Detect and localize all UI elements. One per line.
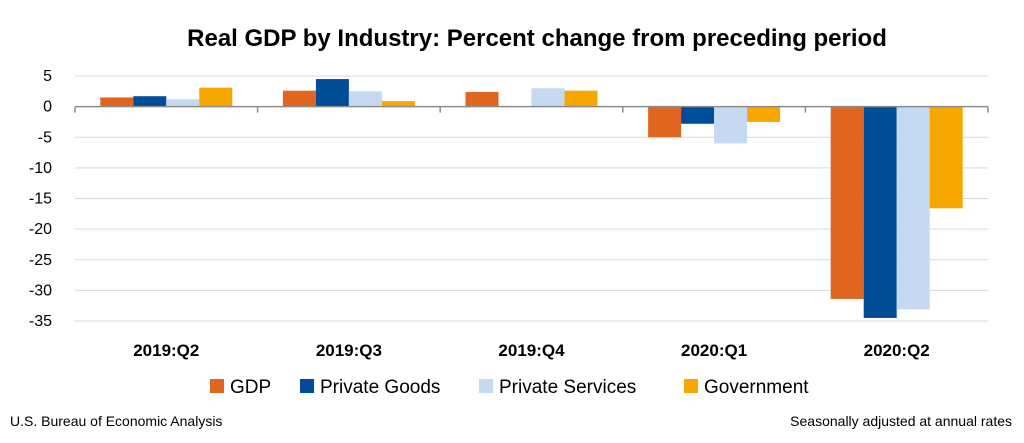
legend: GDP Private Goods Private Services Governme… [210,377,809,398]
y-tick-label: -35 [29,313,52,330]
bar [747,106,781,122]
grid-layer [75,75,988,322]
bar [681,106,715,124]
legend-swatch [300,379,314,393]
bar [863,106,897,318]
x-category-label: 2019:Q3 [316,341,382,360]
y-tick-label: -10 [29,160,52,177]
y-tick-label: 0 [43,99,52,116]
bar [166,99,200,107]
legend-label: Private Services [499,377,636,398]
x-category-label: 2019:Q2 [133,341,199,360]
bar [282,90,316,107]
bars-layer [100,79,963,318]
y-tick-label: -30 [29,282,52,299]
bar [564,90,598,107]
legend-swatch [210,379,224,393]
bar [465,91,499,107]
y-tick-label: -15 [29,191,52,208]
y-tick-label: -25 [29,252,52,269]
bar [648,106,682,138]
bar [133,96,167,107]
y-tick-label: -20 [29,221,52,238]
source-note: U.S. Bureau of Economic Analysis [10,413,222,429]
bar [100,97,134,107]
bar [929,106,963,209]
bar [896,106,930,310]
x-category-label: 2019:Q4 [498,341,565,360]
seasonal-adjustment-note: Seasonally adjusted at annual rates [790,413,1012,429]
legend-swatch [684,379,698,393]
bar [830,106,864,299]
y-axis-ticks: 5 0 -5 -10 -15 -20 -25 -30 -35 [29,68,52,330]
x-category-label: 2020:Q1 [681,341,747,360]
y-tick-label: 5 [43,68,52,85]
x-category-label: 2020:Q2 [864,341,930,360]
bar [348,91,382,107]
bar [199,87,233,107]
bar [315,79,349,107]
bar [381,101,415,107]
chart-title: Real GDP by Industry: Percent change fro… [187,25,887,52]
legend-label: Government [704,377,809,398]
bar [531,88,565,107]
zero-axis-layer [74,105,989,113]
y-tick-label: -5 [38,129,52,146]
legend-label: Private Goods [320,377,440,398]
x-axis-labels: 2019:Q2 2019:Q3 2019:Q4 2020:Q1 2020:Q2 [133,341,930,360]
legend-label: GDP [230,377,271,398]
bar [714,106,748,144]
legend-swatch [479,379,493,393]
